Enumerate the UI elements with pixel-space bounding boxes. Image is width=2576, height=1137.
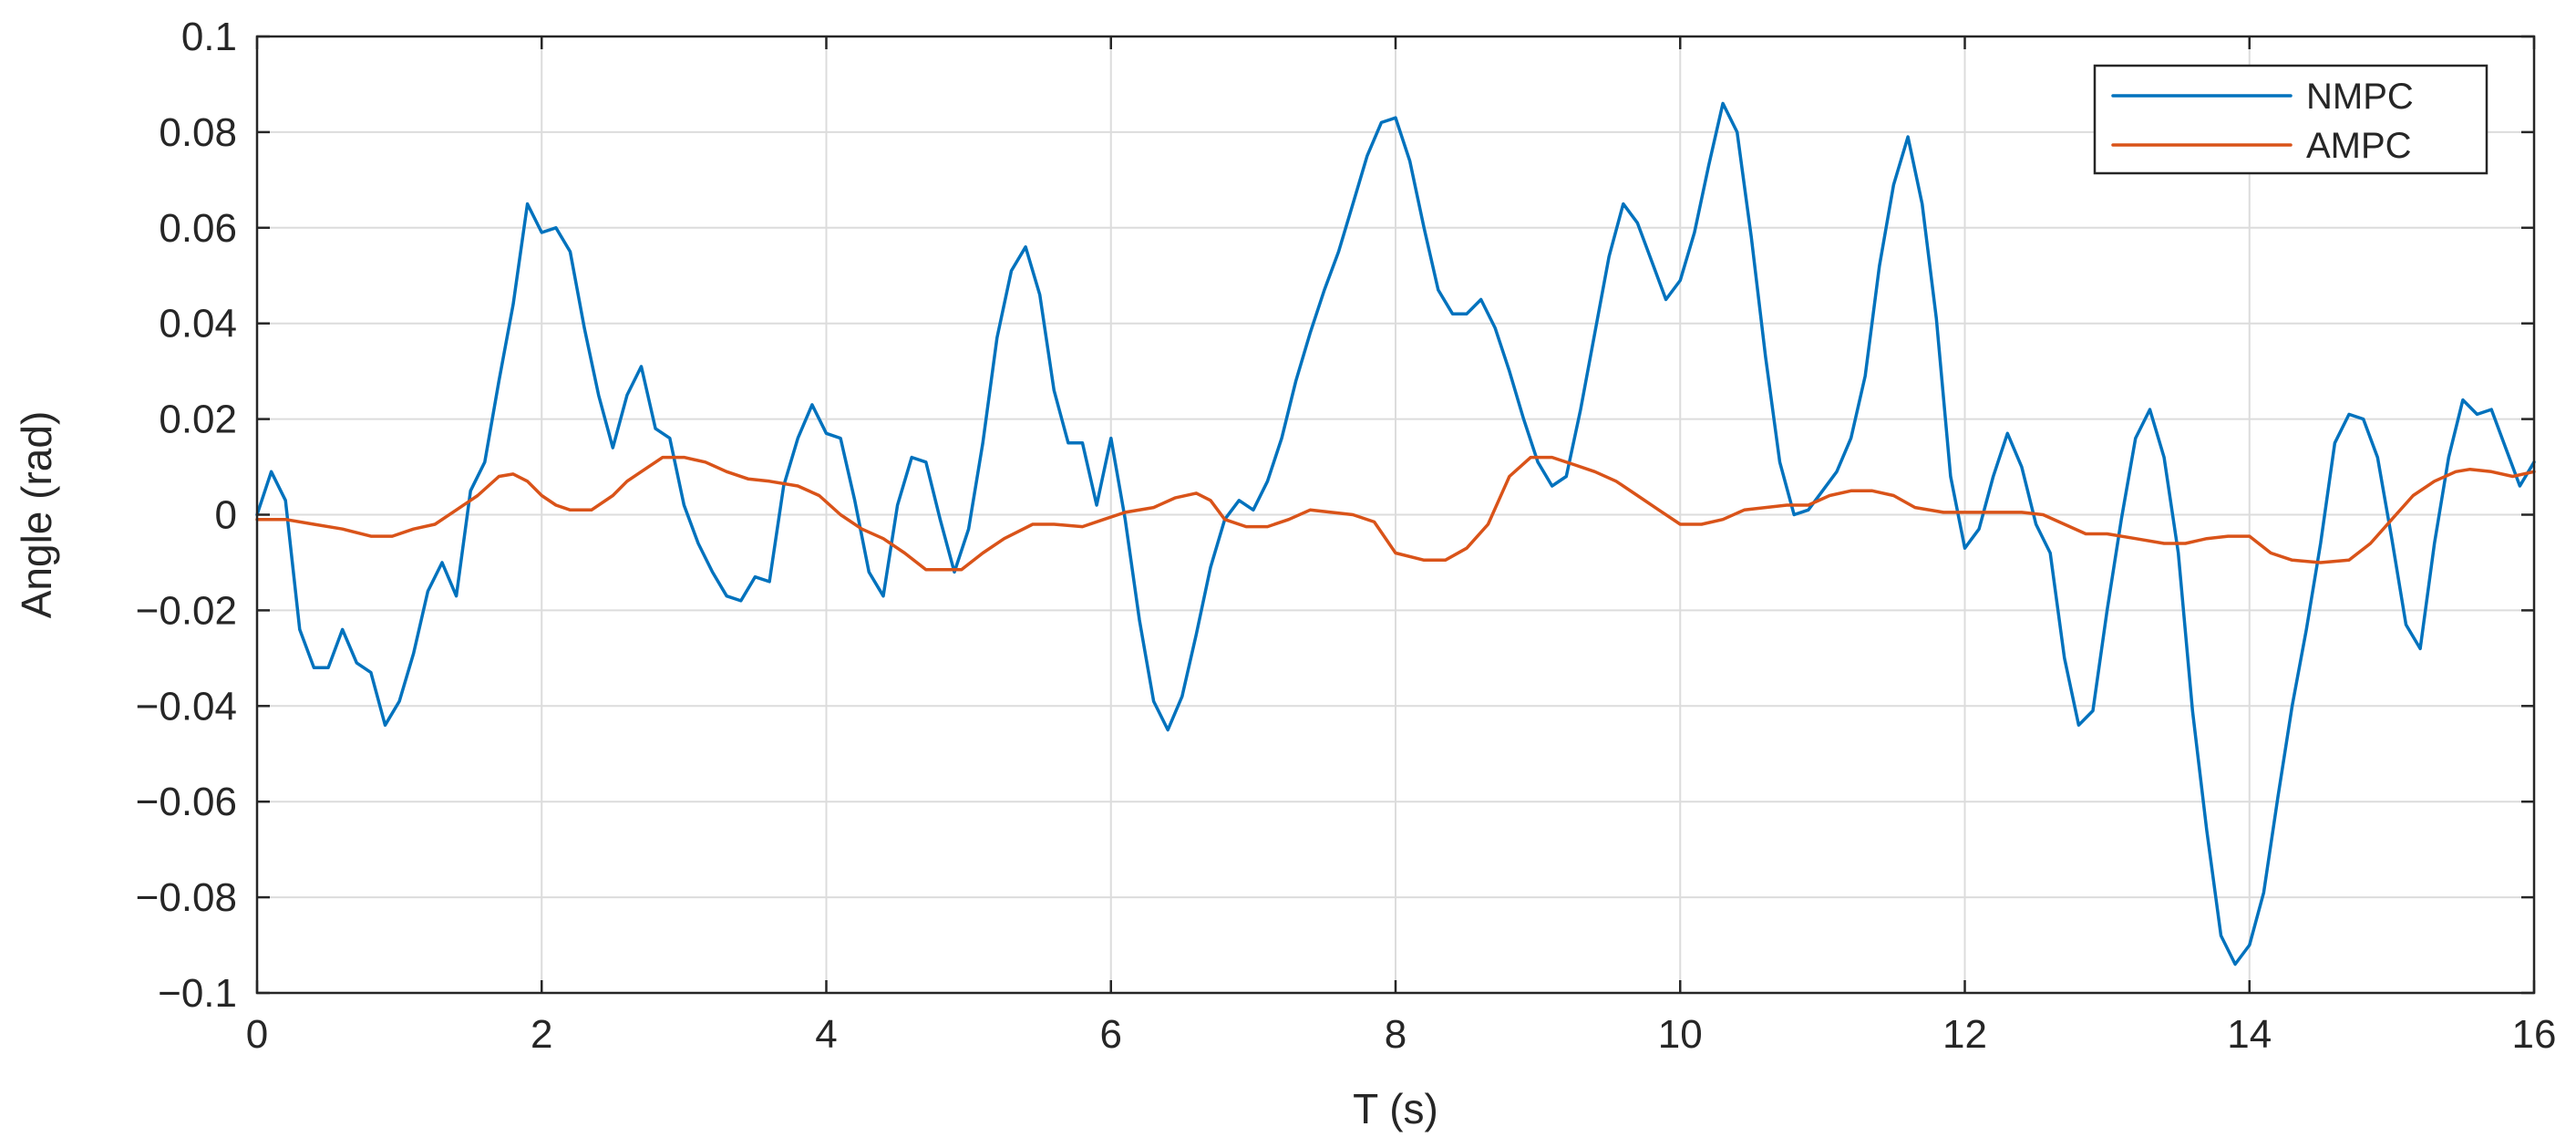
x-axis-label: T (s) (1353, 1085, 1438, 1132)
series-line-nmpc (255, 101, 2536, 966)
grid (257, 36, 2534, 993)
x-tick-label: 14 (2227, 1012, 2272, 1057)
y-tick-label: 0.06 (159, 206, 237, 251)
x-tick-label: 8 (1385, 1012, 1406, 1057)
y-tick-label: −0.04 (136, 684, 237, 729)
y-tick-label: 0.04 (159, 302, 237, 346)
x-tick-label: 0 (246, 1012, 268, 1057)
legend: NMPC AMPC (2093, 64, 2488, 175)
y-tick-label: −0.02 (136, 588, 237, 633)
y-tick-label: −0.1 (158, 971, 237, 1016)
x-tick-label: 12 (1942, 1012, 1987, 1057)
x-tick-label: 6 (1100, 1012, 1122, 1057)
y-axis-label: Angle (rad) (13, 411, 60, 619)
legend-entry-ampc: AMPC (2306, 126, 2412, 166)
x-tick-label: 4 (815, 1012, 837, 1057)
y-tick-label: 0.02 (159, 398, 237, 442)
legend-entry-nmpc: NMPC (2306, 77, 2414, 117)
y-tick-label: −0.06 (136, 780, 237, 824)
y-tick-label: 0 (215, 493, 237, 538)
series-line-ampc (255, 455, 2536, 572)
x-tick-label: 2 (531, 1012, 552, 1057)
y-tick-label: 0.1 (181, 15, 237, 59)
x-tick-label: 10 (1658, 1012, 1703, 1057)
y-tick-label: −0.08 (136, 875, 237, 920)
legend-box (2093, 64, 2488, 175)
y-tick-label: 0.08 (159, 110, 237, 155)
x-tick-label: 16 (2512, 1012, 2557, 1057)
plot-series (255, 101, 2536, 966)
axis-ticks: 0 2 4 6 8 10 12 14 16 −0.1 −0.08 −0.06 −0.04 −0.02 0 0.… (136, 15, 2557, 1057)
